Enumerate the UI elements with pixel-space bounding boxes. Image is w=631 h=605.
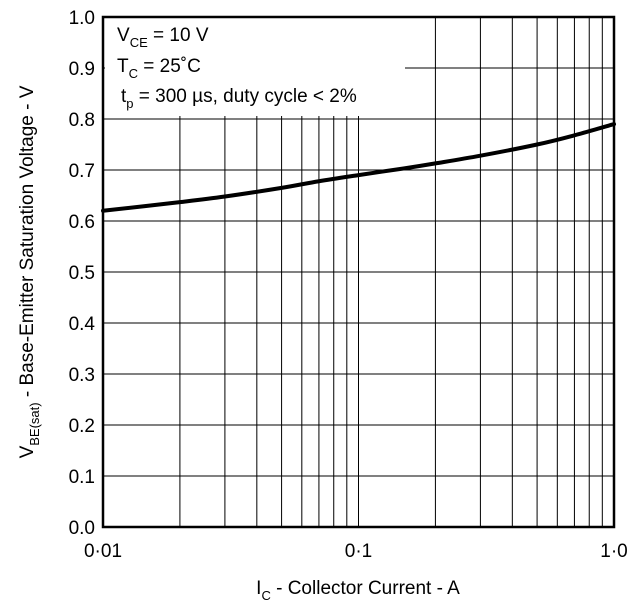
- y-tick-label: 0.0: [69, 518, 95, 539]
- y-tick-label: 0.6: [69, 212, 95, 233]
- y-axis-label: VBE(sat) - Base-Emitter Saturation Volta…: [17, 85, 42, 458]
- x-axis-label: IC - Collector Current - A: [256, 578, 460, 603]
- plot-frame: [101, 15, 616, 529]
- y-tick-label: 0.9: [69, 59, 95, 80]
- annotation-box: [105, 18, 405, 116]
- x-tick-label: 0·01: [84, 541, 122, 562]
- annotation-tc: TC = 25˚C: [117, 56, 201, 81]
- y-tick-label: 0.4: [69, 314, 96, 335]
- x-tick-label: 1·0: [600, 541, 627, 562]
- y-tick-label: 0.2: [69, 416, 95, 437]
- annotation-vce: VCE = 10 V: [117, 25, 209, 50]
- series-line: [101, 122, 616, 213]
- y-tick-label: 0.1: [69, 467, 95, 488]
- x-axis-ticks: 0·01 0·1 1·0: [84, 541, 628, 562]
- y-tick-label: 1.0: [69, 8, 95, 29]
- y-tick-label: 0.8: [69, 110, 95, 131]
- y-tick-label: 0.5: [69, 263, 95, 284]
- y-tick-label: 0.3: [69, 365, 95, 386]
- x-tick-label: 0·1: [345, 541, 372, 562]
- annotations: VCE = 10 V TC = 25˚C tp = 300 µs, duty c…: [117, 25, 357, 111]
- y-axis-ticks: 0.0 0.1 0.2 0.3 0.4 0.5 0.6 0.7 0.8 0.9 1.0: [69, 8, 96, 539]
- y-tick-label: 0.7: [69, 161, 95, 182]
- annotation-tp: tp = 300 µs, duty cycle < 2%: [121, 86, 357, 111]
